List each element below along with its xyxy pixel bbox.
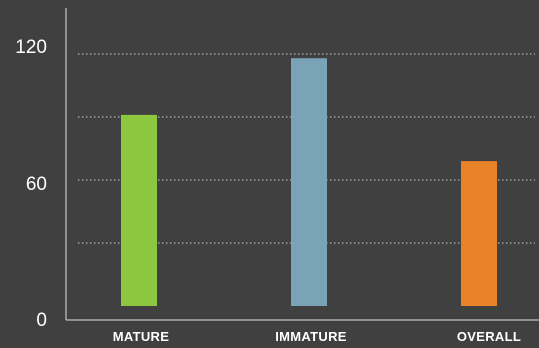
bar-overall (461, 161, 497, 306)
x-tick-label: OVERALL (457, 329, 521, 344)
y-tick-label: 60 (26, 174, 47, 195)
x-tick-label: IMMATURE (275, 329, 347, 344)
y-tick-label: 0 (36, 310, 47, 331)
x-tick-label: MATURE (113, 329, 169, 344)
bars (121, 58, 497, 307)
y-tick-labels: 0 60 120 (15, 37, 47, 331)
x-tick-labels: MATURE IMMATURE OVERALL (113, 329, 521, 344)
bar-immature (291, 58, 327, 307)
bar-mature (121, 114, 157, 307)
y-tick-label: 120 (15, 37, 47, 58)
